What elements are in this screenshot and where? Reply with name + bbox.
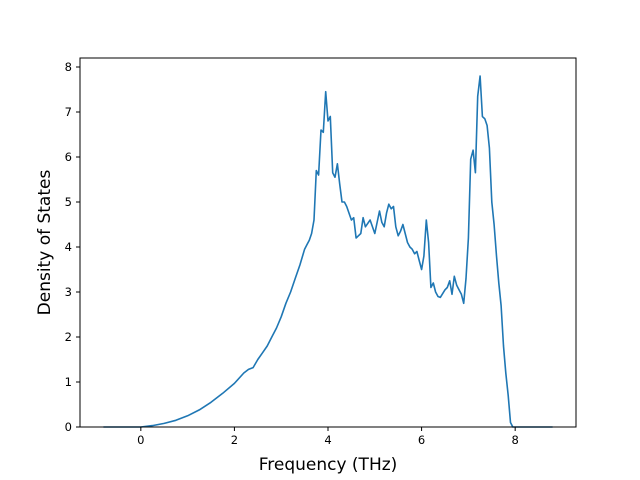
plot-frame (79, 57, 577, 428)
x-tick-label: 2 (231, 433, 238, 447)
x-axis-ticks: 0 2 4 6 8 (137, 427, 519, 447)
y-tick-label: 5 (65, 195, 72, 209)
y-axis-label: Density of States (35, 170, 55, 316)
y-tick-label: 8 (65, 60, 72, 74)
x-tick-label: 6 (418, 433, 425, 447)
y-tick-label: 1 (65, 375, 72, 389)
x-axis-label: Frequency (THz) (259, 455, 398, 475)
y-tick-label: 7 (65, 105, 72, 119)
dos-series-line (103, 75, 553, 428)
plot-area (103, 75, 553, 428)
y-tick-label: 4 (65, 240, 72, 254)
x-tick-label: 4 (324, 433, 331, 447)
y-tick-label: 3 (65, 285, 72, 299)
y-tick-label: 0 (65, 420, 72, 434)
y-axis-ticks: 0 1 2 3 4 5 6 7 8 (65, 60, 80, 434)
x-tick-label: 8 (512, 433, 519, 447)
y-tick-label: 2 (65, 330, 72, 344)
x-tick-label: 0 (137, 433, 144, 447)
y-tick-label: 6 (65, 150, 72, 164)
